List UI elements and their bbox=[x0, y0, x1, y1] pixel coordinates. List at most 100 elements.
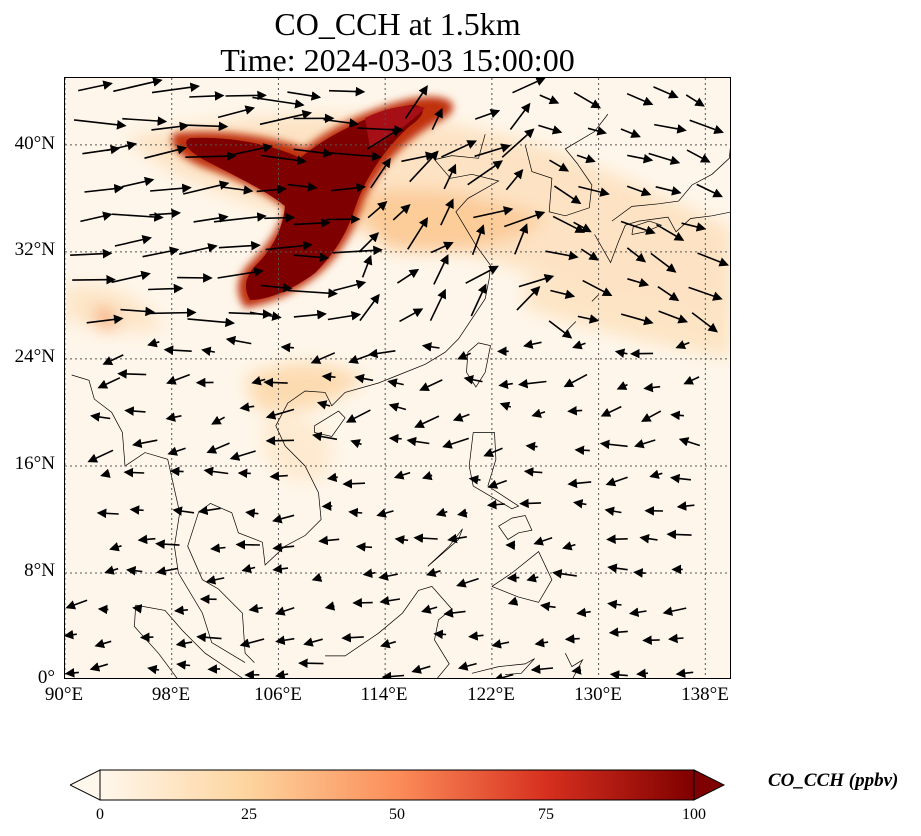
wind-arrow bbox=[126, 565, 143, 576]
wind-arrow bbox=[526, 573, 539, 583]
wind-arrow bbox=[675, 668, 694, 678]
wind-arrow bbox=[87, 449, 114, 463]
wind-arrow bbox=[251, 376, 266, 386]
wind-arrow bbox=[411, 664, 431, 674]
wind-arrow bbox=[670, 410, 684, 421]
wind-arrow bbox=[272, 564, 289, 574]
colorbar bbox=[70, 769, 726, 801]
wind-arrow bbox=[658, 310, 688, 324]
wind-arrow bbox=[609, 670, 628, 678]
wind-arrow bbox=[181, 121, 229, 132]
wind-arrow bbox=[509, 102, 531, 130]
wind-arrow bbox=[89, 662, 109, 672]
wind-arrow bbox=[666, 529, 692, 540]
wind-arrow bbox=[345, 409, 371, 423]
wind-arrow bbox=[100, 468, 111, 478]
wind-arrow bbox=[467, 160, 504, 186]
lon-tick: 90°E bbox=[44, 684, 84, 705]
wind-arrow bbox=[111, 270, 151, 284]
map-panel bbox=[64, 77, 731, 679]
wind-arrow bbox=[696, 183, 723, 198]
wind-arrow bbox=[442, 437, 469, 449]
coastline bbox=[611, 147, 730, 222]
wind-arrow bbox=[201, 346, 216, 357]
wind-arrow bbox=[608, 627, 628, 637]
wind-arrow bbox=[114, 234, 152, 247]
wind-arrow bbox=[132, 604, 143, 614]
chart-subtitle-time: Time: 2024-03-03 15:00:00 bbox=[220, 42, 575, 78]
wind-arrow bbox=[413, 533, 438, 543]
wind-arrow bbox=[298, 658, 324, 669]
wind-arrow bbox=[519, 498, 542, 509]
wind-arrow bbox=[355, 542, 373, 552]
wind-arrow bbox=[668, 633, 684, 644]
wind-arrow bbox=[256, 184, 287, 195]
map-canvas bbox=[65, 78, 730, 678]
wind-arrow bbox=[506, 572, 520, 583]
wind-arrow bbox=[142, 246, 180, 258]
wind-arrow bbox=[265, 240, 313, 251]
wind-arrow bbox=[471, 224, 485, 256]
wind-arrow bbox=[399, 308, 424, 323]
wind-arrow bbox=[176, 660, 191, 670]
wind-arrow bbox=[213, 212, 267, 223]
wind-arrow bbox=[331, 183, 367, 193]
wind-arrow bbox=[457, 351, 472, 360]
wind-arrow bbox=[606, 534, 628, 544]
colorbar-tick: 50 bbox=[389, 806, 405, 823]
wind-arrow bbox=[367, 348, 396, 359]
wind-arrow bbox=[124, 406, 146, 416]
wind-arrow bbox=[269, 471, 288, 481]
wind-arrow bbox=[148, 283, 184, 294]
wind-arrow bbox=[430, 241, 454, 254]
wind-arrow bbox=[239, 638, 265, 648]
wind-arrow bbox=[642, 635, 660, 645]
wind-arrow bbox=[474, 143, 511, 158]
lat-tick: 8°N bbox=[24, 560, 55, 581]
wind-arrow bbox=[86, 314, 124, 325]
wind-arrow bbox=[275, 669, 289, 678]
wind-arrow bbox=[333, 279, 367, 292]
lon-tick: 106°E bbox=[254, 684, 302, 705]
co-plume-core bbox=[171, 96, 454, 308]
wind-arrow bbox=[263, 377, 288, 388]
wind-arrow bbox=[132, 438, 158, 448]
wind-arrow bbox=[562, 541, 576, 551]
wind-arrow bbox=[293, 309, 327, 320]
wind-arrow bbox=[639, 533, 658, 544]
wind-arrow bbox=[463, 375, 483, 385]
wind-arrow bbox=[123, 467, 145, 478]
coastline bbox=[135, 604, 243, 678]
coastline bbox=[427, 528, 463, 567]
wind-arrow bbox=[65, 668, 79, 678]
wind-arrow bbox=[293, 148, 333, 158]
wind-arrow bbox=[627, 153, 654, 164]
wind-arrow bbox=[70, 248, 113, 259]
wind-arrow bbox=[359, 293, 380, 322]
lat-tick: 24°N bbox=[14, 346, 55, 367]
wind-arrow bbox=[604, 506, 622, 516]
wind-arrow bbox=[697, 252, 729, 267]
wind-arrow bbox=[633, 568, 646, 578]
wind-arrow bbox=[518, 274, 555, 288]
wind-arrow bbox=[675, 340, 690, 350]
wind-arrow bbox=[222, 143, 273, 158]
wind-arrow bbox=[97, 604, 109, 615]
wind-arrow bbox=[662, 606, 687, 616]
wind-arrow bbox=[183, 180, 230, 195]
wind-arrow bbox=[523, 339, 542, 349]
wind-arrow bbox=[457, 508, 468, 518]
wind-arrow bbox=[321, 372, 336, 382]
wind-arrow bbox=[683, 375, 700, 385]
coastlines bbox=[71, 113, 730, 678]
wind-arrow bbox=[516, 285, 541, 311]
wind-arrow bbox=[221, 185, 254, 195]
wind-arrow bbox=[580, 248, 599, 261]
wind-arrow bbox=[163, 345, 192, 355]
wind-arrow bbox=[507, 596, 519, 606]
coastline bbox=[567, 321, 577, 330]
colorbar-tick: 100 bbox=[682, 806, 706, 823]
wind-arrow bbox=[573, 499, 587, 509]
wind-arrow bbox=[350, 439, 362, 449]
wind-arrow bbox=[341, 632, 364, 643]
